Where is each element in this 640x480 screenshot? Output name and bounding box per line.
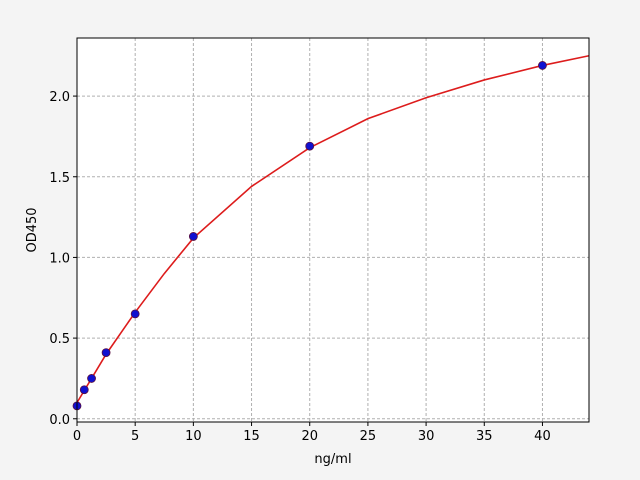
x-tick-label: 15	[243, 429, 260, 444]
plot-frame	[76, 37, 590, 423]
data-point	[305, 141, 315, 151]
x-tick-label: 0	[73, 429, 81, 444]
data-point	[188, 232, 198, 241]
data-point	[87, 374, 96, 383]
data-point	[101, 348, 111, 358]
y-tick-label: 0.5	[49, 332, 70, 347]
y-tick-label: 1.0	[49, 251, 70, 266]
x-tick-label: 30	[418, 429, 435, 444]
x-tick-label: 10	[185, 429, 202, 444]
data-point	[130, 309, 140, 319]
y-tick-label: 2.0	[49, 90, 70, 105]
plot-area	[77, 38, 589, 422]
x-tick-label: 20	[301, 429, 318, 444]
x-tick-label: 25	[360, 429, 377, 444]
y-axis-label: OD450	[25, 207, 40, 252]
x-axis-label: ng/ml	[314, 452, 351, 467]
x-tick-label: 40	[534, 429, 551, 444]
data-point	[79, 385, 89, 395]
x-tick-label: 35	[476, 429, 493, 444]
x-tick-label: 5	[131, 429, 139, 444]
y-tick-label: 0.0	[49, 413, 70, 428]
data-point	[538, 61, 547, 70]
y-tick-label: 1.5	[49, 171, 70, 186]
